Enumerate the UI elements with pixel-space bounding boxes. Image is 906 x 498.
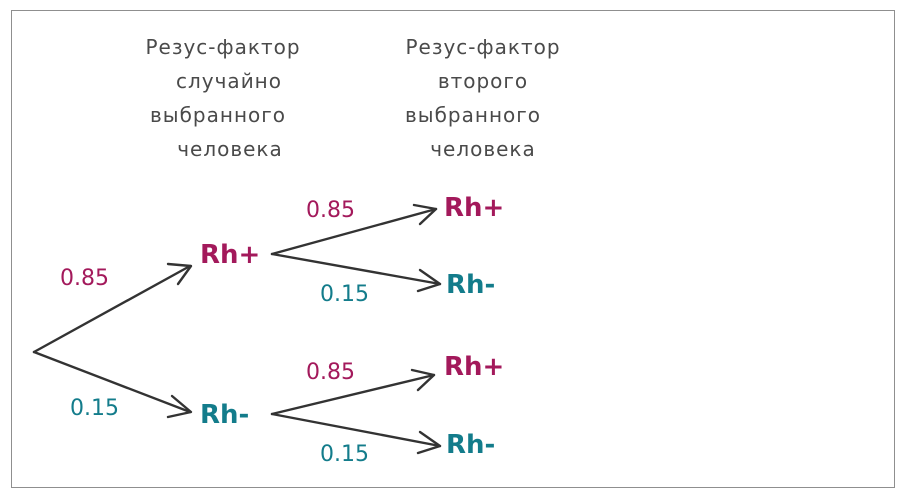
header-second-person: Резус-фактор второго выбранного человека [378, 30, 588, 166]
header-first-line-2: случайно [176, 69, 282, 93]
arrowhead-neg-to-pos [410, 368, 436, 392]
node-level1-rh-negative: Rh- [200, 400, 250, 430]
arrow-root-to-neg [32, 350, 192, 414]
header-second-line-4: человека [430, 137, 536, 161]
node-level1-rh-positive: Rh+ [200, 240, 261, 270]
header-first-line-3: выбранного [150, 103, 286, 127]
prob-root-to-neg: 0.15 [70, 396, 119, 421]
header-second-line-2: второго [437, 69, 529, 93]
prob-pos-to-pos: 0.85 [306, 198, 355, 223]
prob-neg-to-pos: 0.85 [306, 360, 355, 385]
arrow-neg-to-neg [270, 412, 442, 448]
arrowhead-pos-to-pos [412, 203, 438, 226]
node-level2-top-rh-negative: Rh- [446, 270, 496, 300]
header-first-person: Резус-фактор случайно выбранного человек… [118, 30, 328, 166]
arrow-pos-to-pos [270, 207, 438, 256]
node-level2-bottom-rh-positive: Rh+ [444, 352, 505, 382]
arrow-pos-to-neg [270, 252, 442, 286]
arrowhead-root-to-neg [166, 394, 193, 419]
node-level2-bottom-rh-negative: Rh- [446, 430, 496, 460]
arrow-root-to-pos [32, 264, 192, 354]
arrowhead-pos-to-neg [416, 268, 442, 293]
header-second-line-3: выбранного [405, 103, 541, 127]
prob-root-to-pos: 0.85 [60, 266, 109, 291]
arrow-neg-to-pos [270, 373, 436, 416]
prob-pos-to-neg: 0.15 [320, 282, 369, 307]
header-first-line-4: человека [177, 137, 283, 161]
header-second-line-1: Резус-фактор [405, 35, 561, 59]
diagram-frame [11, 10, 895, 488]
arrowhead-neg-to-neg [416, 430, 442, 455]
node-level2-top-rh-positive: Rh+ [444, 193, 505, 223]
arrowhead-root-to-pos [166, 262, 193, 286]
header-first-line-1: Резус-фактор [145, 35, 301, 59]
prob-neg-to-neg: 0.15 [320, 442, 369, 467]
